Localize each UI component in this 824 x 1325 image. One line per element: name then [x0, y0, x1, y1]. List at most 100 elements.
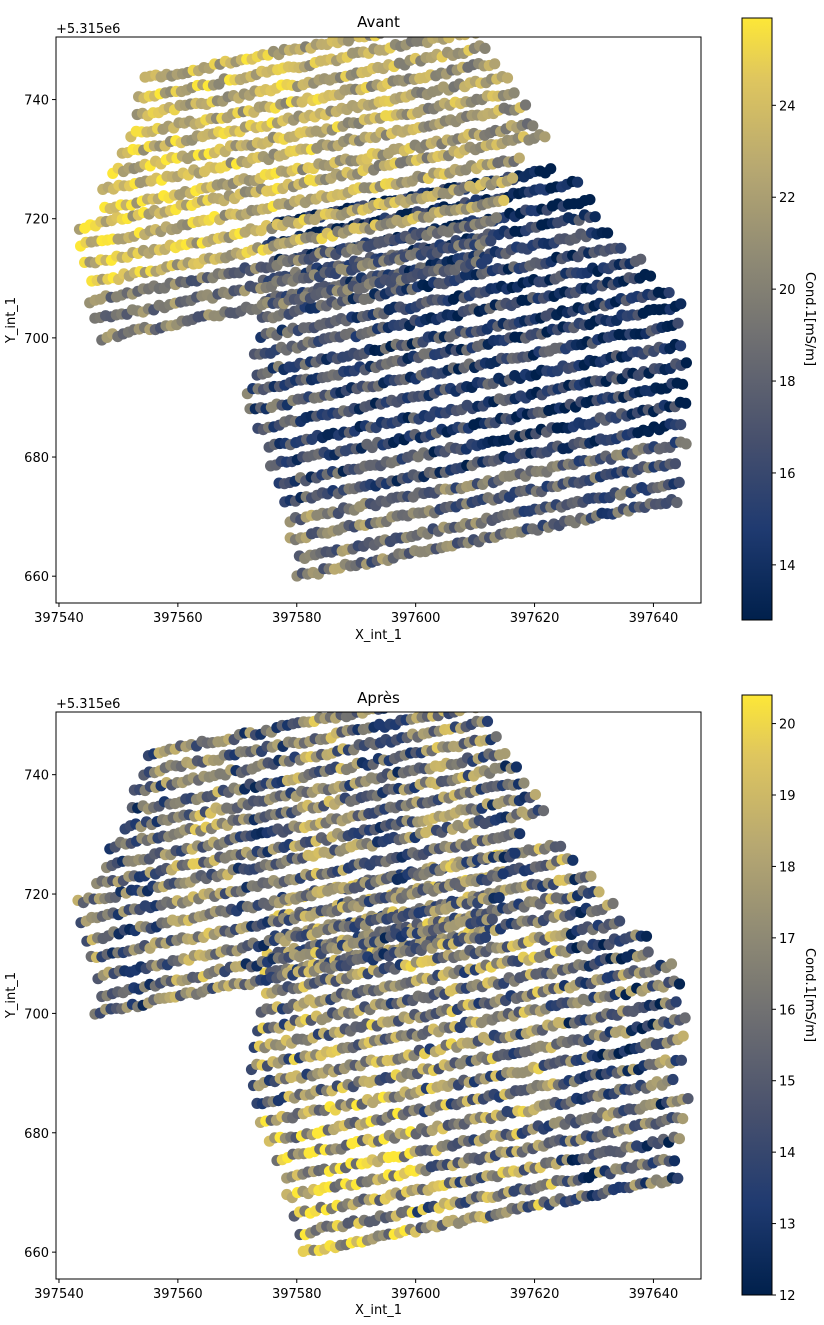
scatter-point — [369, 37, 381, 42]
x-tick-label: 397580 — [272, 611, 322, 626]
scatter-point — [539, 131, 551, 143]
scatter-point — [428, 15, 439, 26]
scatter-point — [529, 789, 542, 801]
scatter-point — [673, 978, 686, 990]
scatter-point — [670, 996, 682, 1008]
scatter-point — [677, 1113, 689, 1125]
x-axis-label: X_int_1 — [355, 628, 402, 643]
scatter-point — [498, 194, 510, 206]
scatter-point — [567, 854, 579, 866]
panel-avant: Avant +5.315e6 397540 397560 397580 397600 3… — [4, 9, 817, 643]
scatter-point — [680, 357, 693, 369]
scatter-point — [585, 870, 597, 882]
scatter-point — [671, 496, 683, 509]
scatter-point — [444, 15, 455, 26]
colorbar-tick-label: 16 — [779, 467, 796, 482]
scatter-point — [640, 930, 653, 942]
y-offset-label: +5.315e6 — [56, 22, 120, 37]
scatter-point — [669, 458, 682, 470]
scatter-point — [486, 913, 498, 925]
scatter-point — [527, 120, 539, 132]
y-tick-label: 740 — [24, 94, 49, 109]
x-tick-label: 397640 — [629, 611, 679, 626]
scatter-point — [450, 12, 461, 23]
scatter-point — [642, 946, 654, 958]
scatter-point — [489, 58, 501, 70]
colorbar-tick-label: 20 — [779, 283, 796, 298]
scatter-point — [675, 340, 687, 352]
scatter-point — [537, 805, 550, 817]
scatter-points — [72, 712, 694, 1257]
scatter-point — [479, 931, 492, 944]
scatter-point — [668, 1155, 681, 1167]
y-tick-label: 720 — [24, 213, 49, 228]
chart-title: Après — [357, 689, 400, 707]
scatter-point — [675, 298, 687, 310]
scatter-point — [672, 317, 684, 329]
scatter-point — [439, 13, 450, 24]
scatter-point — [418, 18, 429, 29]
scatter-point — [584, 194, 596, 206]
scatter-point — [443, 37, 455, 44]
scatter-point — [644, 270, 657, 282]
scatter-point — [506, 172, 519, 184]
colorbar-label: Cond.1[mS/m] — [802, 272, 817, 366]
scatter-point — [675, 419, 687, 431]
scatter-point — [665, 958, 678, 970]
scatter-point — [555, 840, 567, 852]
scatter-point — [635, 253, 647, 265]
scatter-point — [672, 1172, 684, 1184]
scatter-point — [423, 17, 434, 28]
colorbar — [741, 17, 773, 621]
scatter-point — [455, 9, 466, 20]
scatter-point — [673, 1133, 686, 1145]
scatter-point — [589, 211, 601, 223]
scatter-point — [509, 847, 521, 859]
scatter-point — [673, 476, 685, 488]
y-tick-label: 660 — [24, 570, 49, 585]
scatter-point — [680, 397, 692, 409]
scatter-point — [508, 87, 520, 99]
scatter-point — [459, 37, 471, 41]
scatter-points — [73, 9, 693, 582]
scatter-point — [510, 761, 522, 773]
y-tick-label: 700 — [24, 332, 49, 347]
scatter-point — [407, 20, 418, 31]
scatter-point — [479, 42, 491, 55]
scatter-point — [485, 235, 497, 247]
scatter-point — [679, 1012, 691, 1024]
colorbar-tick-label: 14 — [779, 559, 796, 574]
panel-apres: Après +5.315e6 397540 397560 397580 397600 3… — [4, 689, 817, 1318]
scatter-point — [465, 25, 476, 36]
scatter-point — [675, 1054, 688, 1066]
y-axis-label: Y_int_1 — [4, 297, 19, 344]
scatter-point — [497, 868, 509, 880]
x-ticks: 397540 397560 397580 397600 397620 397640 — [34, 603, 678, 626]
scatter-point — [667, 1073, 679, 1086]
scatter-point — [680, 438, 692, 450]
scatter-point — [501, 72, 514, 84]
scatter-point — [519, 99, 532, 111]
scatter-point — [493, 892, 505, 904]
scatter-point — [545, 163, 557, 175]
scatter-point — [602, 227, 614, 239]
scatter-point — [677, 1030, 689, 1042]
colorbar-tick-label: 18 — [779, 375, 796, 390]
scatter-point — [614, 915, 626, 927]
chart-title: Avant — [357, 13, 400, 31]
scatter-point — [490, 731, 502, 743]
scatter-point — [682, 1093, 694, 1105]
scatter-point — [615, 242, 627, 254]
scatter-point — [481, 253, 493, 265]
colorbar-tick-label: 22 — [779, 191, 796, 206]
scatter-point — [663, 287, 675, 299]
scatter-point — [572, 176, 584, 188]
colorbar-tick-label: 24 — [779, 99, 796, 114]
y-offset-label: +5.315e6 — [56, 697, 120, 712]
scatter-point — [677, 378, 689, 390]
scatter-point — [514, 828, 526, 840]
scatter-point — [402, 20, 413, 31]
scatter-point — [499, 748, 511, 760]
